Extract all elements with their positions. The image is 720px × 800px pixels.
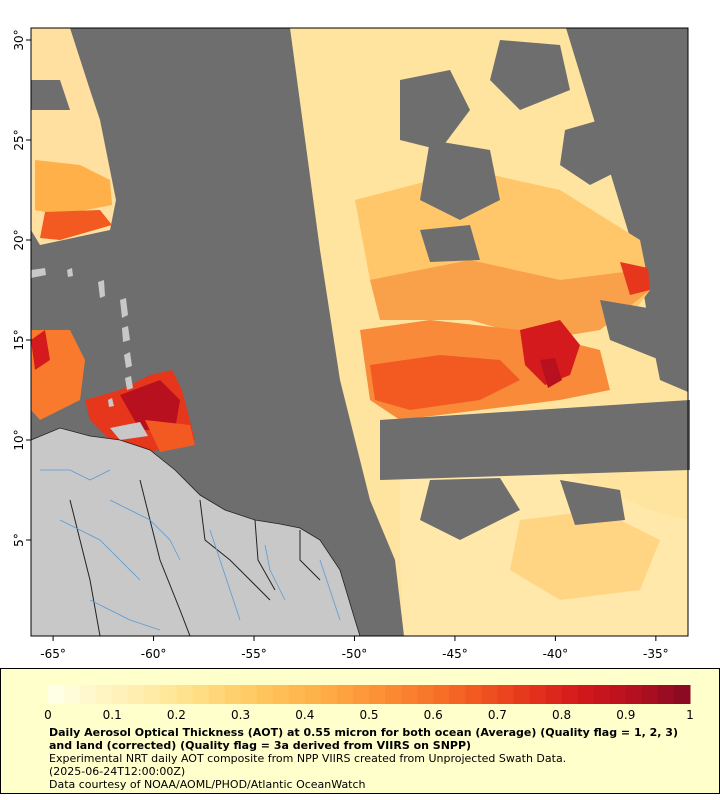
- colorbar-tick-label: 1: [686, 708, 694, 722]
- colorbar-cells: [48, 685, 691, 704]
- colorbar-tick-label: 0.9: [616, 708, 635, 722]
- colorbar-cell: [625, 685, 643, 704]
- colorbar-cell: [256, 685, 274, 704]
- y-tick-label: 25°: [12, 129, 26, 150]
- aot-swath-east: [290, 28, 690, 636]
- caption-line1: Experimental NRT daily AOT composite fro…: [49, 752, 567, 765]
- y-tick-label: 15°: [12, 329, 26, 350]
- y-tick-label: 20°: [12, 229, 26, 250]
- colorbar-cell: [80, 685, 97, 704]
- y-tick-label: 30°: [12, 29, 26, 50]
- colorbar-cell: [48, 685, 65, 704]
- y-axis: 30° 25° 20° 15° 10° 5°: [12, 29, 31, 547]
- colorbar: 0 0.1 0.2 0.3 0.4 0.5 0.6 0.7 0.8 0.9 1: [44, 685, 694, 722]
- x-tick-label: -65°: [40, 647, 66, 660]
- aot-swath-west: [31, 28, 195, 452]
- colorbar-tick-label: 0.4: [295, 708, 314, 722]
- colorbar-cell: [545, 685, 563, 704]
- x-tick-label: -45°: [442, 647, 468, 660]
- aot-map: -65° -60° -55° -50° -45° -40° -35° 30° 25° 20° 15…: [12, 27, 690, 660]
- colorbar-cell: [208, 685, 226, 704]
- y-tick-label: 10°: [12, 429, 26, 450]
- colorbar-cell: [577, 685, 595, 704]
- colorbar-cell: [192, 685, 209, 704]
- colorbar-cell: [385, 685, 402, 704]
- x-tick-label: -40°: [543, 647, 569, 660]
- caption-line2: (2025-06-24T12:00:00Z): [49, 765, 186, 778]
- caption: Daily Aerosol Optical Thickness (AOT) at…: [49, 726, 689, 791]
- colorbar-cell: [160, 685, 177, 704]
- colorbar-tick-label: 0.1: [103, 708, 122, 722]
- caption-line3: Data courtesy of NOAA/AOML/PHOD/Atlantic…: [49, 778, 366, 791]
- colorbar-tick-label: 0: [44, 708, 52, 722]
- colorbar-cell: [497, 685, 514, 704]
- colorbar-cell: [417, 685, 434, 704]
- colorbar-cell: [176, 685, 193, 704]
- colorbar-cell: [64, 685, 81, 704]
- colorbar-cell: [513, 685, 530, 704]
- colorbar-tick-label: 0.6: [424, 708, 443, 722]
- caribbean-islands: [31, 268, 148, 440]
- colorbar-cell: [593, 685, 611, 704]
- colorbar-cell: [96, 685, 113, 704]
- colorbar-cell: [369, 685, 386, 704]
- colorbar-cell: [561, 685, 579, 704]
- colorbar-cell: [224, 685, 242, 704]
- colorbar-cell: [609, 685, 627, 704]
- colorbar-cell: [240, 685, 258, 704]
- caption-title: Daily Aerosol Optical Thickness (AOT) at…: [49, 726, 678, 752]
- x-tick-label: -55°: [241, 647, 267, 660]
- colorbar-ticks: 0 0.1 0.2 0.3 0.4 0.5 0.6 0.7 0.8 0.9 1: [44, 708, 694, 722]
- colorbar-tick-label: 0.7: [488, 708, 507, 722]
- colorbar-cell: [465, 685, 482, 704]
- x-axis: -65° -60° -55° -50° -45° -40° -35°: [40, 636, 669, 660]
- x-tick-label: -35°: [643, 647, 669, 660]
- colorbar-cell: [481, 685, 498, 704]
- colorbar-tick-label: 0.3: [231, 708, 250, 722]
- colorbar-cell: [352, 685, 370, 704]
- colorbar-cell: [673, 685, 691, 704]
- colorbar-cell: [657, 685, 675, 704]
- colorbar-cell: [272, 685, 290, 704]
- colorbar-cell: [128, 685, 145, 704]
- x-tick-label: -50°: [342, 647, 368, 660]
- colorbar-cell: [433, 685, 450, 704]
- colorbar-cell: [449, 685, 466, 704]
- x-tick-label: -60°: [141, 647, 167, 660]
- south-america-land: [30, 427, 361, 637]
- colorbar-tick-label: 0.5: [359, 708, 378, 722]
- colorbar-cell: [112, 685, 129, 704]
- map-area: -65° -60° -55° -50° -45° -40° -35° 30° 25° 20° 15…: [12, 27, 690, 660]
- colorbar-tick-label: 0.2: [167, 708, 186, 722]
- map-frame: [30, 27, 689, 637]
- colorbar-cell: [288, 685, 306, 704]
- y-tick-label: 5°: [12, 533, 26, 547]
- colorbar-cell: [336, 685, 354, 704]
- colorbar-cell: [529, 685, 547, 704]
- colorbar-cell: [401, 685, 418, 704]
- colorbar-tick-label: 0.8: [552, 708, 571, 722]
- legend-panel: 0 0.1 0.2 0.3 0.4 0.5 0.6 0.7 0.8 0.9 1 Daily Aero…: [0, 668, 720, 794]
- colorbar-cell: [320, 685, 338, 704]
- colorbar-cell: [641, 685, 659, 704]
- colorbar-cell: [304, 685, 322, 704]
- colorbar-cell: [144, 685, 161, 704]
